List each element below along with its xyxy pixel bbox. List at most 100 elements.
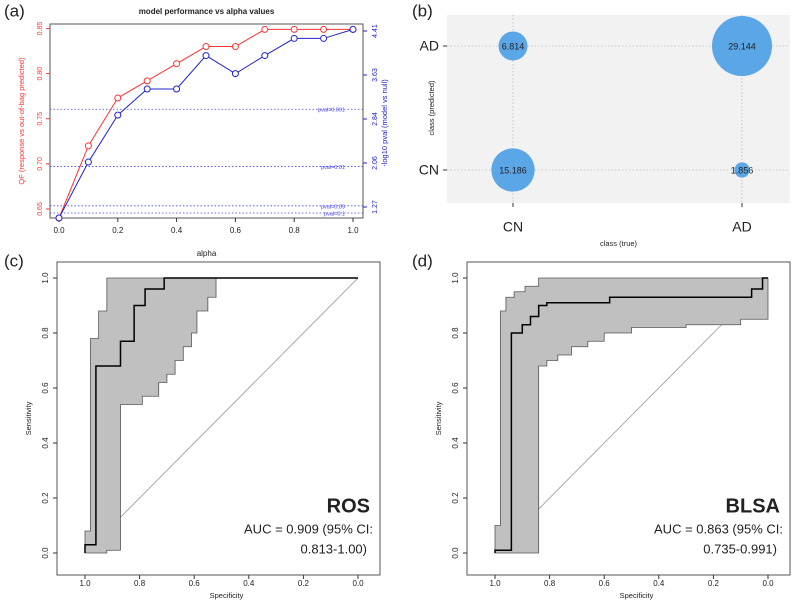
plot-frame-a (49, 23, 364, 219)
y-axis-label-c: Sensitivity (24, 401, 33, 435)
data-point (173, 85, 181, 93)
roc-curve (494, 277, 768, 553)
x-tick-label-d: 0.4 (653, 579, 665, 588)
x-axis-label-a: alpha (197, 249, 217, 258)
plot-frame-c (56, 261, 381, 576)
x-tick-label-a: 0.6 (230, 226, 242, 235)
bubble-value-label: 1.856 (731, 165, 754, 175)
plot-frame-d (466, 261, 791, 576)
x-tick-label-d: 1.0 (489, 579, 501, 588)
panel-b: CN AD CN AD class (true) class (predicted) 6.8… (419, 15, 790, 248)
y-tick-label-c: 1.0 (41, 272, 50, 284)
data-point (261, 52, 269, 60)
x-tick-label-c: 0.8 (134, 579, 146, 588)
y-tick-label-d: 0.4 (451, 437, 460, 449)
x-tick-label-d: 0.2 (708, 579, 720, 588)
data-point (84, 158, 92, 166)
series-qf (55, 25, 357, 222)
y-axis-label-d: Sensitivity (434, 401, 443, 435)
y-tick-label-d: 0.6 (451, 382, 460, 394)
y-tick-label-right-a: 4.41 (372, 24, 379, 38)
y-tick-label-left-a: 0.65 (37, 202, 44, 216)
threshold-label: pval=0.01 (321, 165, 345, 171)
data-point (290, 34, 298, 42)
threshold-label: pval=0.1 (324, 211, 345, 217)
x-axis-label-b: class (true) (600, 239, 638, 248)
bubble (734, 162, 750, 178)
y-tick-label-left-a: 0.75 (37, 112, 44, 126)
x-tick-label-c: 0.0 (352, 579, 364, 588)
y-tick-label-c: 0.2 (41, 492, 50, 504)
auc-text-line1: AUC = 0.863 (95% CI: (654, 521, 783, 536)
x-tick-label-d: 0.8 (544, 579, 556, 588)
dataset-label: ROS (327, 495, 370, 517)
data-point (202, 43, 210, 51)
dataset-label: BLSA (726, 495, 780, 517)
y-tick-label-d: 0.2 (451, 492, 460, 504)
y-tick-label-c: 0.8 (41, 327, 50, 339)
x-tick-label-a: 0.8 (289, 226, 301, 235)
data-point (320, 34, 328, 42)
panel-a: model performance vs alpha values pval=0.… (17, 7, 389, 258)
bubble-value-label: 15.186 (499, 165, 527, 175)
y-tick-label-b: CN (419, 162, 439, 178)
y-axis-label-left-a: QF (response vs out-of-bag predicted) (17, 57, 26, 185)
y-tick-label-right-a: 2.84 (372, 112, 379, 126)
data-point (231, 43, 239, 51)
data-point (290, 25, 298, 33)
y-tick-label-d: 1.0 (451, 272, 460, 284)
y-tick-label-d: 0.0 (451, 547, 460, 559)
auc-text-line1: AUC = 0.909 (95% CI: (244, 521, 373, 536)
y-tick-label-right-a: 2.06 (372, 156, 379, 170)
x-tick-label-b: AD (732, 219, 751, 235)
threshold-label: pval=0.001 (318, 108, 345, 114)
data-point (143, 77, 151, 85)
x-axis-label-c: Specificity (210, 591, 244, 600)
x-tick-label-c: 0.2 (298, 579, 310, 588)
y-tick-label-right-a: 1.27 (372, 200, 379, 214)
panel-d: 1.0 0.8 0.6 0.4 0.2 0.0 0.0 0.2 0.4 0.6 0.8 1.0 Spec… (434, 261, 791, 600)
y-axis-label-right-a: -log10 pval (model vs null) (380, 79, 389, 167)
x-tick-label-a: 1.0 (347, 226, 359, 235)
data-point (202, 52, 210, 60)
panel-label-b: (b) (412, 1, 433, 20)
y-tick-label-c: 0.0 (41, 547, 50, 559)
x-tick-label-a: 0.0 (53, 226, 65, 235)
x-tick-label-d: 0.6 (599, 579, 611, 588)
data-point (231, 70, 239, 78)
data-point (84, 142, 92, 150)
chart-title-a: model performance vs alpha values (139, 7, 275, 16)
data-point (261, 25, 269, 33)
x-tick-label-d: 0.0 (762, 579, 774, 588)
y-tick-label-left-a: 0.85 (37, 22, 44, 36)
bubble (491, 148, 535, 192)
panel-label-c: (c) (4, 251, 24, 270)
x-tick-label-a: 0.4 (171, 226, 183, 235)
y-tick-label-c: 0.6 (41, 382, 50, 394)
y-axis-label-b: class (predicted) (427, 80, 436, 136)
bubble-value-label: 6.814 (502, 41, 525, 51)
panel-label-d: (d) (412, 251, 433, 270)
data-point (173, 60, 181, 68)
auc-text-line2: 0.813-1.00) (301, 541, 368, 556)
auc-text-line2: 0.735-0.991) (703, 541, 777, 556)
confidence-band (494, 277, 769, 554)
data-point (349, 25, 357, 33)
roc-curve (84, 277, 358, 553)
data-point (114, 111, 122, 119)
bubble-value-label: 29.144 (728, 41, 756, 51)
series-pval (55, 25, 357, 222)
x-tick-label-c: 0.4 (243, 579, 255, 588)
x-tick-label-a: 0.2 (112, 226, 124, 235)
y-tick-label-d: 0.8 (451, 327, 460, 339)
y-tick-label-left-a: 0.80 (37, 67, 44, 81)
data-point (320, 25, 328, 33)
x-tick-label-b: CN (503, 219, 523, 235)
bubble (712, 16, 772, 76)
x-axis-label-d: Specificity (620, 591, 654, 600)
threshold-label: pval=0.05 (321, 204, 345, 210)
x-tick-label-c: 0.6 (189, 579, 201, 588)
y-tick-label-c: 0.4 (41, 437, 50, 449)
x-tick-label-c: 1.0 (79, 579, 91, 588)
